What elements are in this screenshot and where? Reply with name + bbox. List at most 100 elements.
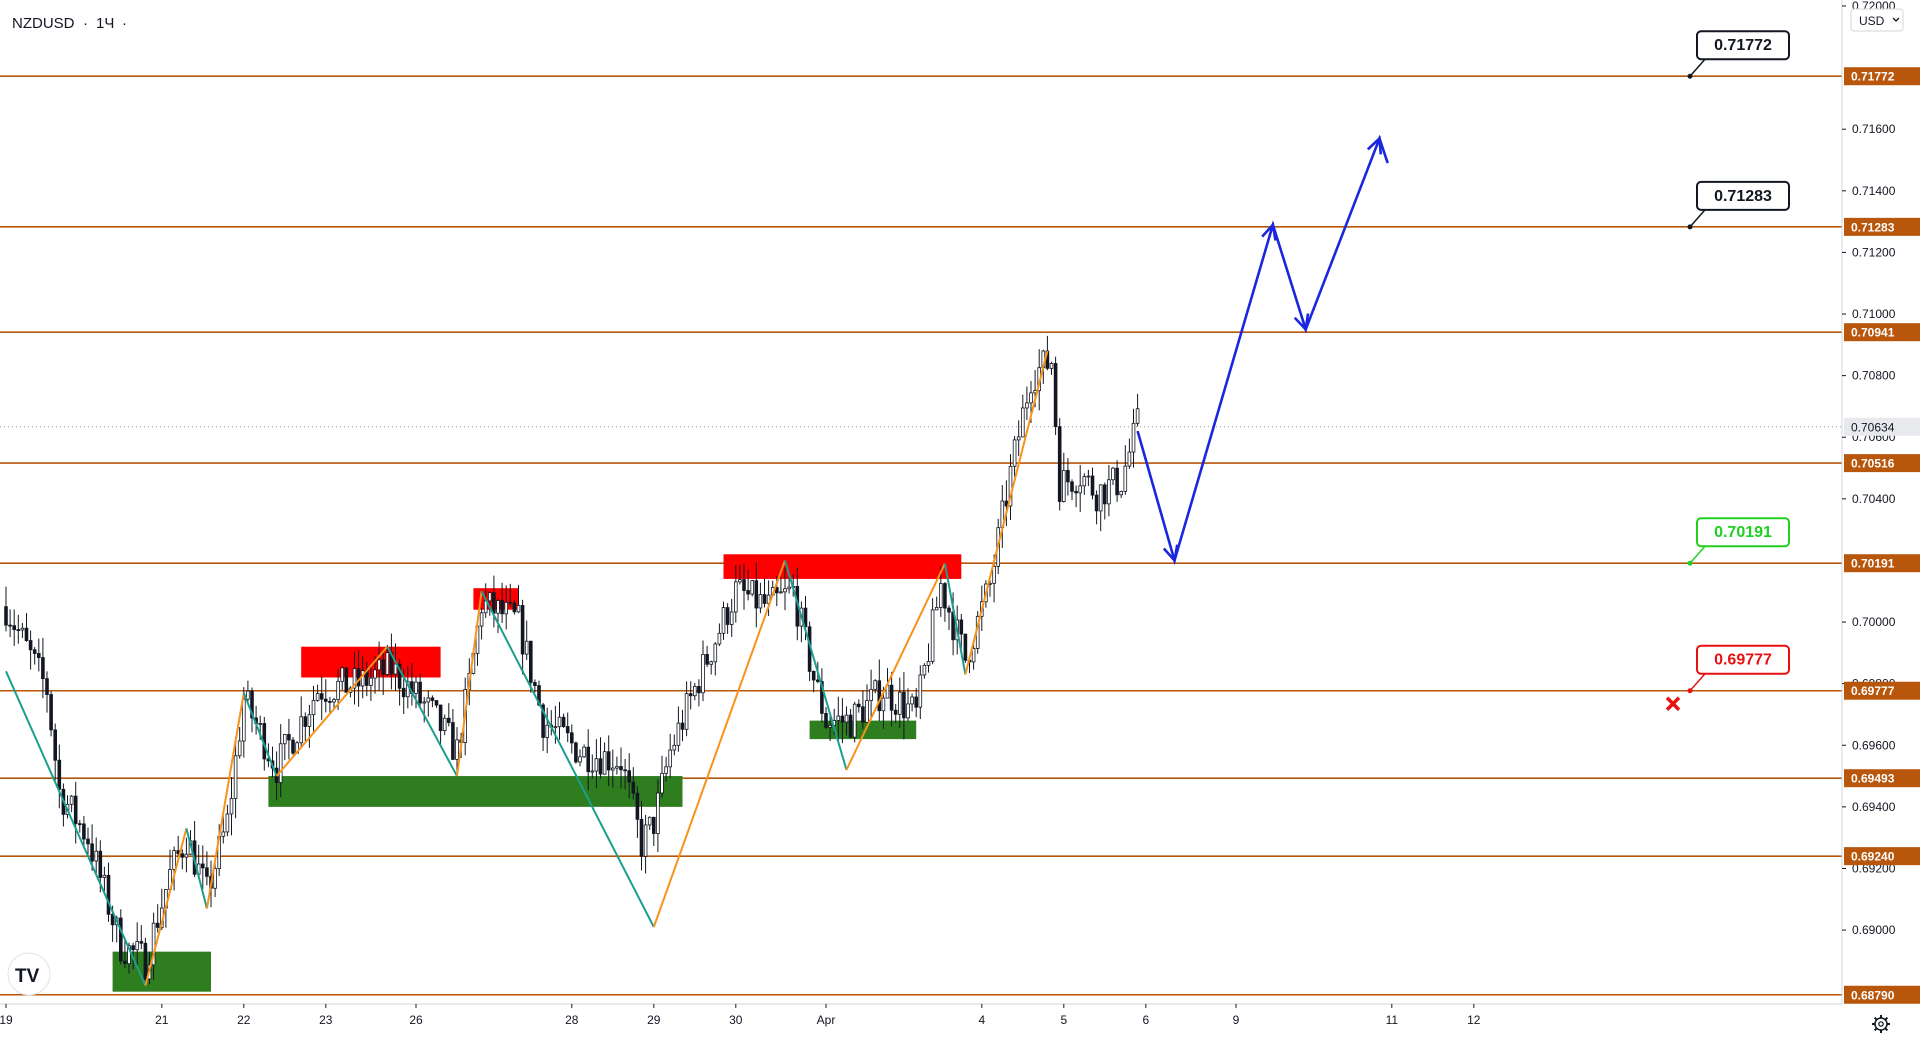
price-axis[interactable] [1842,0,1920,1004]
gear-icon[interactable] [1872,1015,1890,1033]
candle-body [12,625,17,630]
candle [32,647,37,665]
price-callouts[interactable]: 0.71772 0.71283 0.70191 0.69777 [1665,30,1790,711]
candle-body [303,716,308,727]
candle-body [643,824,648,857]
candle-body [492,592,496,614]
zigzag-segment [784,560,848,771]
callout-leader [1689,58,1706,77]
candle [512,599,517,615]
candle [738,564,742,585]
candle-body [426,697,431,703]
candle [438,704,443,746]
candle-body [8,624,12,627]
candle-body [401,687,406,698]
level-axis-badge [1844,847,1920,866]
candle-body [750,580,754,595]
candle [430,695,435,708]
symbol-name: NZDUSD [12,15,75,32]
candle [652,816,656,846]
candle [1012,435,1017,477]
candle-body [332,699,336,703]
price-callout: 0.69777 [1687,644,1790,694]
candle [582,744,586,758]
candle [393,643,398,692]
candle [713,641,718,676]
level-axis-label: 0.70941 [1851,326,1895,340]
candle-body [676,722,681,746]
candle-body [172,850,176,870]
level-axis-badge [1844,67,1920,86]
candle [1107,465,1111,517]
time-axis-ticks[interactable]: 19 21 22 23 26 28 29 30 Apr 4 5 6 9 11 12 [0,1004,1481,1027]
candle [426,690,431,717]
price-tick-label: 0.71200 [1852,245,1896,259]
candle-body [291,739,295,754]
candle [278,724,283,798]
candle-body [41,657,45,680]
forecast-path[interactable] [1136,134,1389,566]
candle [508,583,513,607]
legend-separator: · [83,15,88,32]
price-tick-label: 0.71000 [1852,307,1896,321]
candle [94,837,99,875]
candle-body [721,607,726,634]
candle-body [516,605,521,613]
symbol-legend[interactable]: NZDUSD · 1Ч · [12,15,127,32]
candle-body [639,818,644,857]
callout-label: 0.69777 [1714,652,1772,669]
candle-body [1049,363,1054,369]
candle-body [869,688,873,702]
price-tick-label: 0.70400 [1852,492,1896,506]
candle-body [553,726,558,729]
level-axis-badge [1844,217,1920,236]
candle [963,633,968,663]
candle-body [418,681,422,704]
candle-body [861,706,865,723]
candle-body [836,715,841,721]
candle-body [881,697,886,712]
candle [237,727,242,759]
candle [779,577,783,594]
candle-body [947,607,951,613]
candle-body [934,607,939,611]
candle [73,781,78,844]
candle [1111,466,1115,486]
time-tick-label: 30 [729,1013,743,1027]
candle-body [1090,475,1095,496]
candle [135,922,140,969]
candle [16,614,21,644]
zigzag-segment [386,646,458,777]
candle [221,816,226,844]
candle [684,681,689,737]
candle [627,753,631,799]
candle [1135,393,1140,427]
candle [877,659,882,721]
candle [1098,484,1103,532]
candle [1086,469,1091,487]
candle [1053,356,1058,436]
currency-button[interactable]: USD [1850,8,1904,32]
candle [4,586,8,632]
candle [299,696,303,747]
candle-body [893,709,898,715]
candle [857,699,861,713]
tradingview-logo-icon[interactable]: TV [7,952,51,996]
candle-body [623,769,627,772]
candle-body [307,714,312,727]
zigzag-segment [456,591,483,777]
candle [106,862,111,922]
candle-body [352,668,357,689]
candle-body [340,667,344,682]
candle-body [725,607,730,625]
candle-body [4,606,8,626]
candle [1062,452,1066,503]
candle [570,724,574,754]
candle-body [520,605,525,655]
callout-leader [1689,545,1706,564]
candle [709,660,713,675]
horizontal-levels[interactable] [0,75,1842,996]
time-tick-label: 21 [155,1013,169,1027]
candle-body [672,744,677,751]
